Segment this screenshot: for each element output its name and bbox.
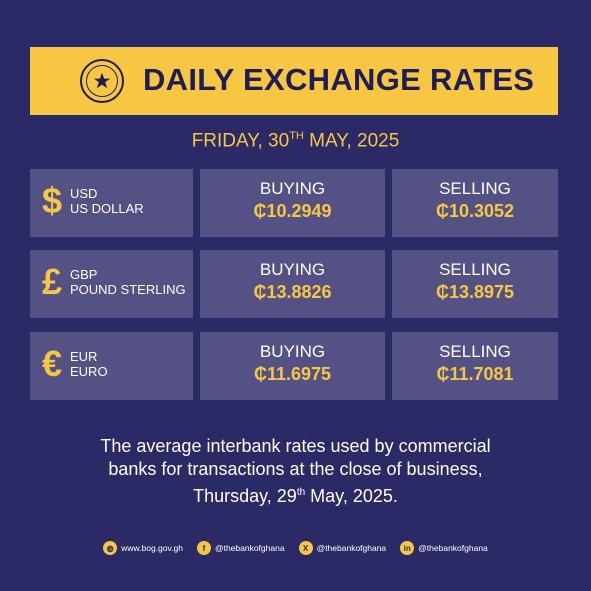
facebook-link[interactable]: f @thebankofghana bbox=[196, 541, 285, 555]
currency-code: GBP bbox=[70, 267, 98, 282]
buying-cell: BUYING ₵13.8826 bbox=[200, 250, 385, 318]
linkedin-handle: @thebankofghana bbox=[418, 543, 488, 553]
bank-of-ghana-seal-icon bbox=[80, 59, 124, 103]
selling-cell: SELLING ₵11.7081 bbox=[392, 332, 558, 400]
currency-name: POUND STERLING bbox=[70, 282, 186, 297]
selling-cell: SELLING ₵10.3052 bbox=[392, 169, 558, 237]
currency-code: USD bbox=[70, 186, 98, 201]
buying-label: BUYING bbox=[259, 342, 326, 361]
selling-label: SELLING bbox=[439, 260, 511, 279]
title-banner: DAILY EXCHANGE RATES bbox=[30, 47, 558, 115]
buying-cell: BUYING ₵11.6975 bbox=[200, 332, 385, 400]
facebook-handle: @thebankofghana bbox=[214, 543, 285, 553]
selling-label: SELLING bbox=[439, 179, 511, 198]
social-footer: ◍ www.bog.gov.gh f @thebankofghana X @th… bbox=[0, 541, 591, 555]
euro-icon: € bbox=[42, 343, 63, 384]
selling-rate: ₵10.3052 bbox=[435, 201, 515, 221]
buying-rate: ₵13.8826 bbox=[253, 282, 332, 302]
footnote-line: The average interbank rates used by comm… bbox=[100, 436, 491, 456]
currency-code: EUR bbox=[70, 349, 98, 364]
rate-row-gbp: £ GBP POUND STERLING BUYING ₵13.8826 SEL… bbox=[30, 250, 558, 318]
buying-label: BUYING bbox=[259, 260, 326, 279]
footnote-line: banks for transactions at the close of b… bbox=[108, 459, 483, 479]
linkedin-icon: in bbox=[400, 541, 415, 555]
selling-rate: ₵13.8975 bbox=[435, 282, 515, 302]
currency-cell: $ USD US DOLLAR bbox=[30, 169, 193, 237]
x-link[interactable]: X @thebankofghana bbox=[298, 541, 387, 555]
page-title: DAILY EXCHANGE RATES bbox=[143, 62, 535, 97]
linkedin-link[interactable]: in @thebankofghana bbox=[400, 541, 488, 555]
dollar-icon: $ bbox=[42, 180, 63, 221]
currency-cell: £ GBP POUND STERLING bbox=[30, 250, 193, 318]
facebook-icon: f bbox=[196, 541, 211, 555]
buying-cell: BUYING ₵10.2949 bbox=[200, 169, 385, 237]
footnote-line: Thursday, 29th May, 2025. bbox=[193, 486, 398, 506]
rate-date: FRIDAY, 30TH MAY, 2025 bbox=[191, 130, 400, 152]
website-link[interactable]: ◍ www.bog.gov.gh bbox=[103, 541, 183, 555]
currency-cell: € EUR EURO bbox=[30, 332, 193, 400]
footnote: The average interbank rates used by comm… bbox=[0, 435, 591, 508]
website-text: www.bog.gov.gh bbox=[121, 543, 183, 553]
currency-name: US DOLLAR bbox=[70, 201, 144, 216]
x-icon: X bbox=[298, 541, 313, 555]
globe-icon: ◍ bbox=[103, 541, 118, 555]
x-handle: @thebankofghana bbox=[316, 543, 387, 553]
buying-rate: ₵11.6975 bbox=[253, 364, 332, 384]
selling-label: SELLING bbox=[439, 342, 511, 361]
buying-rate: ₵10.2949 bbox=[253, 201, 332, 221]
currency-name: EURO bbox=[70, 364, 108, 379]
pound-icon: £ bbox=[42, 261, 63, 302]
rate-row-usd: $ USD US DOLLAR BUYING ₵10.2949 SELLING … bbox=[30, 169, 558, 237]
selling-cell: SELLING ₵13.8975 bbox=[392, 250, 558, 318]
buying-label: BUYING bbox=[259, 179, 326, 198]
rate-row-eur: € EUR EURO BUYING ₵11.6975 SELLING ₵11.7… bbox=[30, 332, 558, 400]
selling-rate: ₵11.7081 bbox=[436, 364, 514, 384]
